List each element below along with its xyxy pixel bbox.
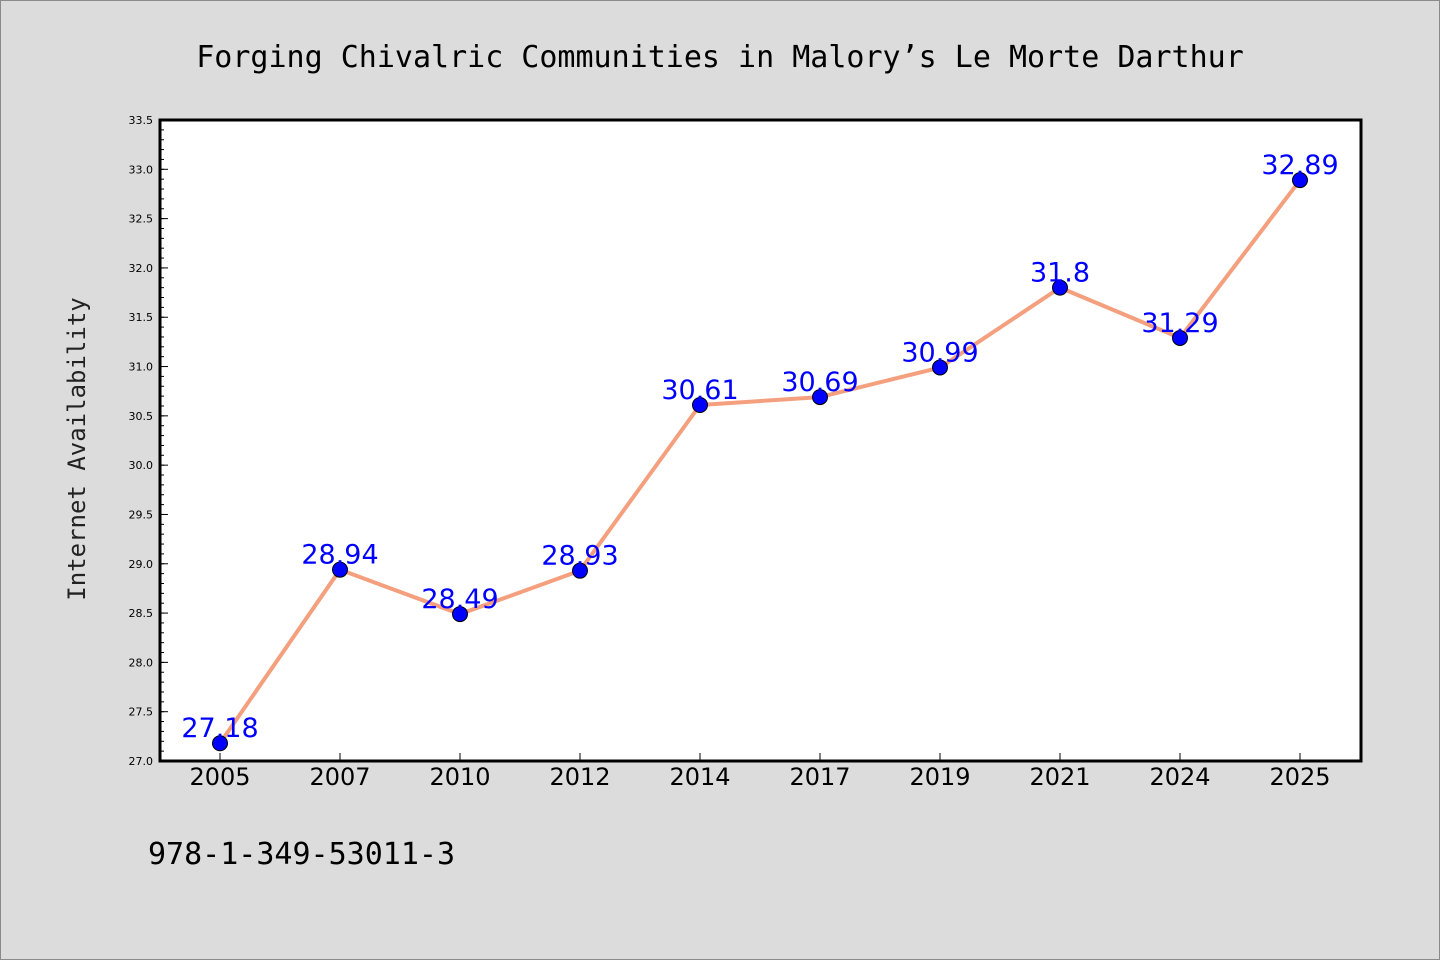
series-line: [218, 178, 1302, 745]
y-tick-label: 27.0: [129, 755, 154, 768]
y-tick-label: 33.0: [129, 163, 154, 176]
data-point: [1292, 172, 1308, 189]
data-labels: 27.18 28.94 28.49 28.93 30.61 30.69 30.99 31.8 3…: [181, 150, 1338, 744]
y-tick-label: 29.5: [129, 508, 154, 521]
data-point: [932, 359, 948, 376]
y-tick-label: 32.5: [129, 213, 154, 226]
isbn-text: 978-1-349-53011-3: [148, 837, 455, 872]
x-tick-label: 2012: [549, 763, 610, 791]
x-tick-label: 2025: [1269, 763, 1330, 791]
data-point: [452, 606, 468, 623]
plot-area: [158, 118, 1363, 763]
data-label: 30.99: [901, 338, 978, 369]
y-tick-label: 29.0: [129, 558, 154, 571]
data-label: 27.18: [181, 713, 258, 744]
y-tick-label: 28.5: [129, 607, 154, 620]
data-point: [572, 562, 588, 579]
x-tick-label: 2019: [909, 763, 970, 791]
data-label: 31.8: [1030, 258, 1090, 289]
data-label: 32.89: [1261, 150, 1338, 181]
data-label: 28.94: [301, 540, 378, 571]
data-point: [1172, 329, 1188, 346]
y-tick-label: 31.5: [129, 311, 154, 324]
data-label: 30.69: [781, 367, 858, 398]
x-tick-label: 2007: [309, 763, 370, 791]
x-tick-label: 2005: [189, 763, 250, 791]
data-label: 31.29: [1141, 308, 1218, 339]
y-tick-label: 30.5: [129, 410, 154, 423]
data-point: [1052, 279, 1068, 296]
y-tick-label: 32.0: [129, 262, 154, 275]
data-label: 28.49: [421, 584, 498, 615]
data-label: 30.61: [661, 375, 738, 406]
y-tick-label: 27.5: [129, 706, 154, 719]
y-tick-label: 30.0: [129, 459, 154, 472]
x-tick-label: 2014: [669, 763, 730, 791]
x-tick-label: 2021: [1029, 763, 1090, 791]
data-point: [212, 735, 228, 752]
y-tick-label: 33.5: [129, 114, 154, 127]
x-axis: 2005 2007 2010 2012 2014 2017 2019 2021 2024 2025: [189, 753, 1331, 791]
data-point: [332, 561, 348, 578]
x-tick-label: 2010: [429, 763, 490, 791]
series-group: [212, 172, 1308, 752]
chart-title: Forging Chivalric Communities in Malory’…: [196, 40, 1244, 75]
x-tick-label: 2024: [1149, 763, 1210, 791]
y-axis-label: Internet Availability: [63, 297, 91, 600]
data-label: 28.93: [541, 541, 618, 572]
data-point: [812, 389, 828, 406]
y-tick-label: 28.0: [129, 656, 154, 669]
x-tick-label: 2017: [789, 763, 850, 791]
data-point: [692, 396, 708, 413]
y-tick-label: 31.0: [129, 361, 154, 374]
y-axis: 27.0 27.5 28.0 28.5 29.0 29.5 30.0 30.5 31.0 31.5…: [129, 114, 168, 768]
